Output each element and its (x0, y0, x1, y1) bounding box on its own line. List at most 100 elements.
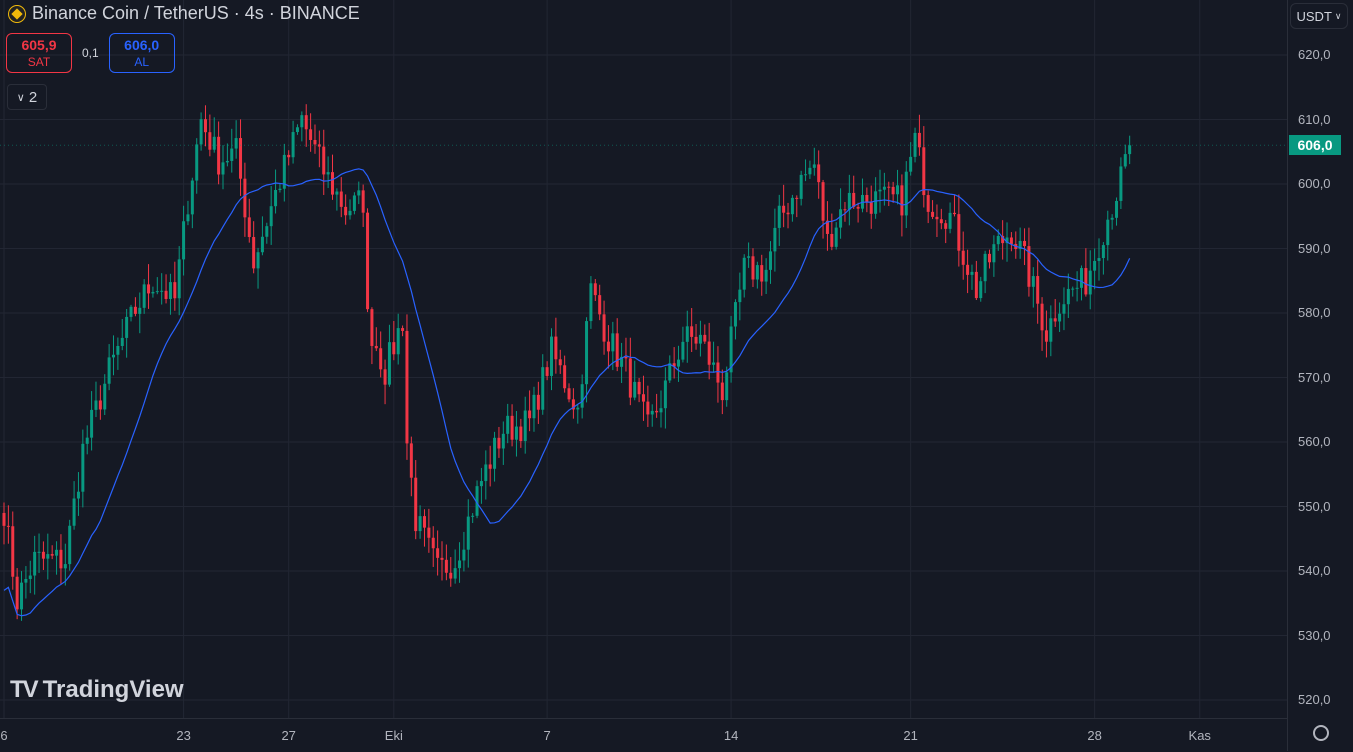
candle-up (28, 575, 32, 579)
candle-down (409, 443, 413, 478)
candle-up (663, 380, 667, 409)
candle-up (151, 291, 155, 294)
candle-up (479, 481, 483, 487)
candle-up (738, 289, 742, 303)
candle-up (300, 115, 304, 128)
candle-up (274, 189, 278, 207)
candle-down (370, 309, 374, 346)
candle-up (1128, 145, 1132, 155)
settings-gear-icon[interactable] (1313, 725, 1329, 741)
candle-down (405, 330, 409, 444)
trade-panel: 605,9 SAT 0,1 606,0 AL (6, 33, 175, 73)
buy-button[interactable]: 606,0 AL (108, 33, 175, 73)
price-tick-label: 540,0 (1298, 563, 1331, 578)
symbol-title: Binance Coin / TetherUS · 4s · BINANCE (32, 3, 360, 23)
candle-up (650, 410, 654, 415)
candlestick-chart[interactable] (0, 0, 1287, 718)
candle-up (773, 227, 777, 252)
symbol-header[interactable]: Binance Coin / TetherUS · 4s · BINANCE (8, 3, 360, 24)
candle-up (190, 180, 194, 215)
candle-up (1031, 276, 1035, 287)
price-tick-label: 530,0 (1298, 627, 1331, 643)
candle-up (177, 259, 181, 299)
candle-down (887, 186, 891, 188)
candle-down (59, 549, 63, 569)
candle-up (698, 334, 702, 344)
chevron-down-icon: ∨ (1334, 10, 1342, 21)
candle-up (839, 209, 843, 228)
candle-up (453, 568, 457, 579)
candle-down (247, 217, 251, 238)
indicators-count: 2 (28, 88, 38, 106)
candle-up (225, 160, 229, 163)
candle-up (1123, 154, 1127, 167)
candle-up (585, 321, 589, 385)
candle-up (265, 226, 269, 237)
candle-down (322, 146, 326, 175)
candle-down (208, 132, 212, 150)
candle-down (440, 557, 444, 560)
candle-up (103, 383, 107, 410)
candle-up (611, 333, 615, 352)
chevron-down-icon: ∨ (16, 91, 25, 104)
candle-up (576, 407, 580, 410)
candle-up (769, 251, 772, 270)
time-tick-label: 28 (1087, 728, 1102, 743)
tradingview-logo[interactable]: TV TradingView (10, 676, 184, 704)
candle-up (685, 326, 689, 342)
candle-down (287, 154, 291, 158)
candle-down (422, 516, 426, 528)
price-axis[interactable] (1287, 0, 1353, 751)
candle-down (1009, 237, 1013, 244)
candle-down (935, 216, 939, 220)
candle-up (948, 212, 952, 229)
candle-down (988, 253, 991, 263)
indicators-toggle-button[interactable]: ∨ 2 (7, 84, 47, 110)
candle-down (567, 388, 571, 400)
candle-up (550, 336, 553, 376)
candle-up (466, 516, 470, 550)
candle-down (431, 537, 435, 549)
candle-up (620, 356, 624, 367)
candle-down (252, 237, 256, 269)
candle-down (703, 334, 707, 342)
candle-up (120, 337, 124, 346)
price-tick-label: 520,0 (1298, 692, 1331, 707)
price-tick-label: 570,0 (1298, 369, 1331, 385)
candle-up (1119, 166, 1123, 201)
candle-down (536, 394, 540, 410)
candle-down (690, 326, 694, 337)
price-tick-label: 560,0 (1298, 434, 1331, 449)
spread-value: 0,1 (82, 46, 99, 60)
candle-down (1001, 235, 1005, 244)
candle-up (357, 190, 361, 196)
candle-up (1097, 258, 1101, 261)
candle-down (15, 576, 19, 610)
time-tick-label: 7 (543, 728, 551, 743)
candle-down (50, 554, 54, 556)
candle-up (352, 195, 356, 211)
candle-up (1088, 270, 1092, 295)
candle-up (729, 326, 733, 373)
candle-down (203, 119, 207, 133)
candle-down (672, 363, 676, 367)
candle-down (331, 172, 334, 195)
candle-up (1075, 287, 1079, 289)
candle-up (94, 400, 98, 410)
candle-down (217, 136, 221, 175)
candle-down (1036, 276, 1040, 304)
candle-down (716, 362, 720, 383)
price-tick-label: 550,0 (1298, 498, 1331, 514)
candle-up (335, 191, 339, 195)
candle-down (545, 367, 549, 376)
candle-up (90, 409, 94, 438)
candle-down (571, 399, 575, 410)
candle-down (825, 220, 829, 234)
currency-select[interactable]: USDT ∨ (1290, 3, 1348, 29)
candle-up (633, 381, 637, 398)
time-axis[interactable]: 6 23 27 Eki 7 14 21 28 Kas (0, 718, 1287, 752)
candle-down (922, 147, 926, 196)
candle-up (979, 281, 983, 299)
sell-button[interactable]: 605,9 SAT (6, 33, 72, 73)
candle-down (843, 209, 847, 211)
